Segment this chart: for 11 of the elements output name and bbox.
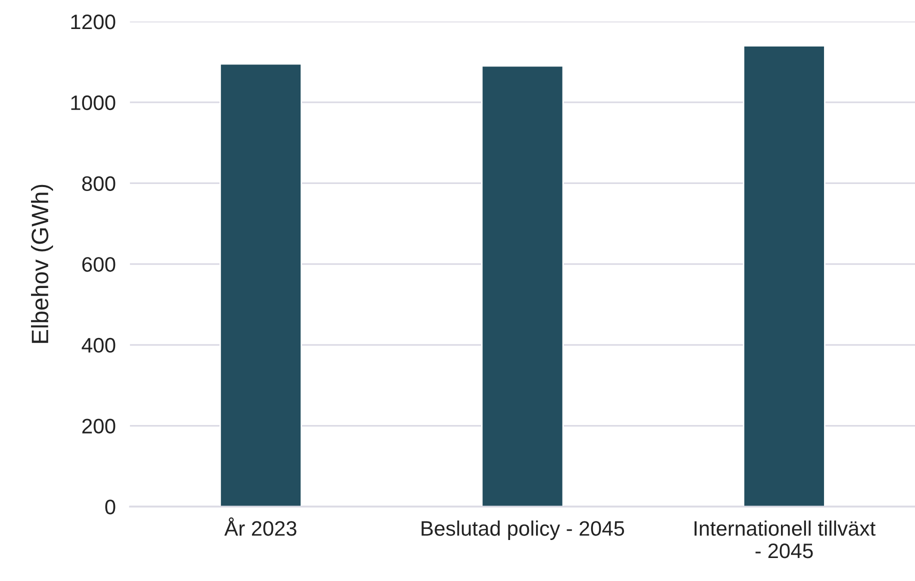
- y-tick-label: 400: [82, 338, 116, 353]
- y-axis-title: Elbehov (GWh): [31, 184, 54, 343]
- y-tick-label: 800: [82, 176, 116, 191]
- y-tick-label: 1200: [71, 14, 116, 30]
- x-tick-label: År 2023: [224, 517, 296, 536]
- y-tick-label: 1000: [71, 95, 116, 110]
- y-tick-label: 600: [82, 257, 116, 272]
- y-tick-label: 200: [82, 418, 116, 434]
- y-tick-label: 0: [105, 500, 116, 514]
- x-tick-label: Beslutad policy - 2045: [422, 520, 624, 540]
- x-tick-label: Internationell tillväxt - 2045: [694, 520, 876, 558]
